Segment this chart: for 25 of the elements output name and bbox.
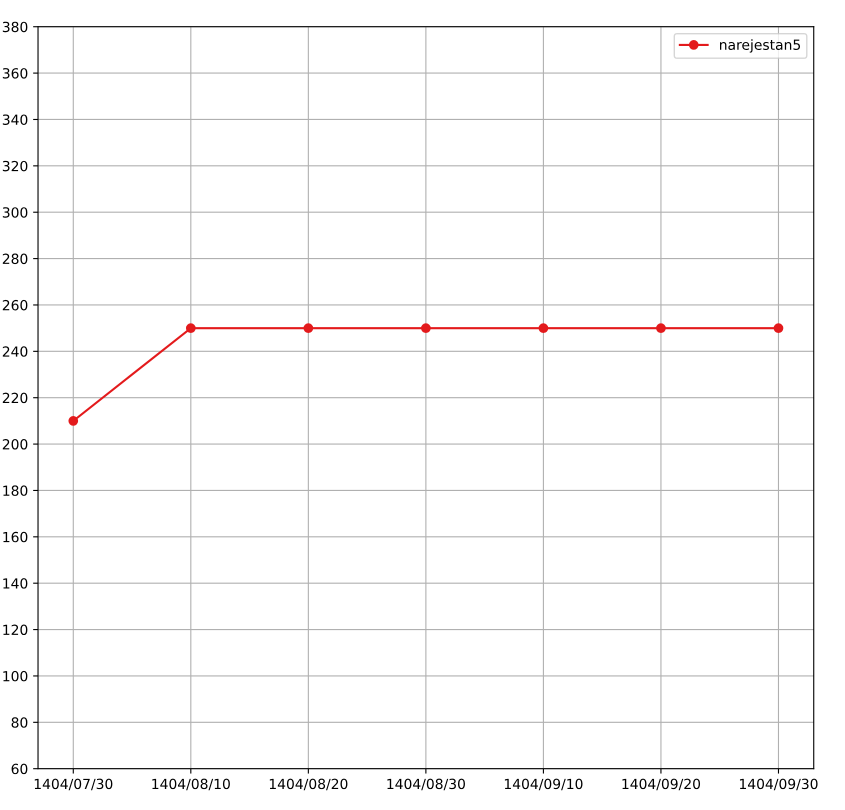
x-tick-label: 1404/09/20 [622,778,700,790]
x-tick-label: 1404/08/30 [387,778,465,790]
x-tick-label: 1404/08/20 [270,778,348,790]
y-tick-label: 380 [2,22,28,32]
y-tick-label: 240 [2,346,28,357]
y-tick-label: 80 [12,717,28,728]
y-tick-label: 360 [2,68,28,79]
x-tick-label: 1404/07/30 [34,778,112,790]
x-tick-label: 1404/09/30 [740,778,818,790]
y-tick-label: 160 [3,532,28,542]
y-tick-label: 280 [2,254,28,264]
y-tick-label: 200 [2,439,28,450]
y-tick-label: 100 [3,670,28,682]
y-tick-label: 60 [12,764,28,774]
x-tick-label: 1404/08/10 [152,778,230,790]
y-tick-label: 340 [2,114,28,125]
y-tick-label: 120 [3,624,28,636]
y-tick-label: 140 [3,578,28,589]
y-tick-label: 180 [3,485,28,496]
y-tick-label: 320 [2,160,28,172]
y-tick-label: 300 [2,207,28,218]
legend-label: narejestan5 [720,39,800,53]
y-tick-label: 260 [2,300,28,310]
x-tick-label: 1404/09/10 [504,778,583,790]
y-tick-label: 220 [2,392,28,404]
